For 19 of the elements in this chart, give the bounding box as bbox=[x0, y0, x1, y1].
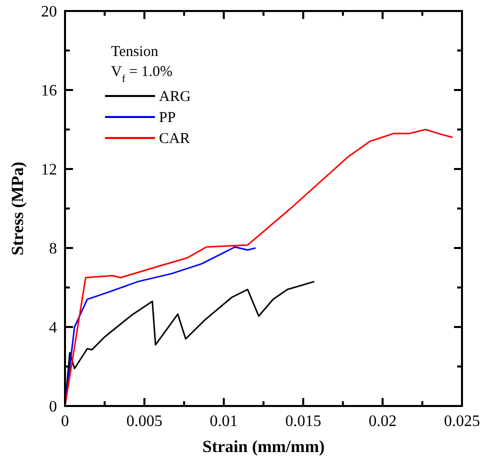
y-tick-label: 20 bbox=[41, 4, 57, 21]
x-tick-label: 0.005 bbox=[126, 413, 162, 430]
x-tick-label: 0.02 bbox=[368, 413, 397, 430]
y-tick-label: 8 bbox=[49, 240, 57, 258]
legend-label: PP bbox=[159, 110, 176, 126]
y-tick-label: 4 bbox=[49, 320, 57, 337]
legend-label: ARG bbox=[159, 89, 191, 105]
y-tick-label: 0 bbox=[49, 398, 57, 416]
x-tick-label: 0.025 bbox=[444, 413, 480, 430]
y-tick-label: 16 bbox=[41, 82, 57, 100]
annotation: Tension bbox=[111, 44, 159, 60]
y-tick-label: 12 bbox=[41, 162, 57, 179]
annotation: V$_{f}$ = 1.0% bbox=[111, 64, 173, 84]
y-axis-title: Stress (MPa) bbox=[8, 162, 27, 256]
legend-label: CAR bbox=[159, 131, 190, 147]
x-tick-label: 0 bbox=[61, 413, 69, 430]
x-axis-title: Strain (mm/mm) bbox=[202, 437, 325, 456]
x-tick-label: 0.015 bbox=[285, 413, 322, 430]
x-tick-label: 0.01 bbox=[210, 413, 238, 430]
